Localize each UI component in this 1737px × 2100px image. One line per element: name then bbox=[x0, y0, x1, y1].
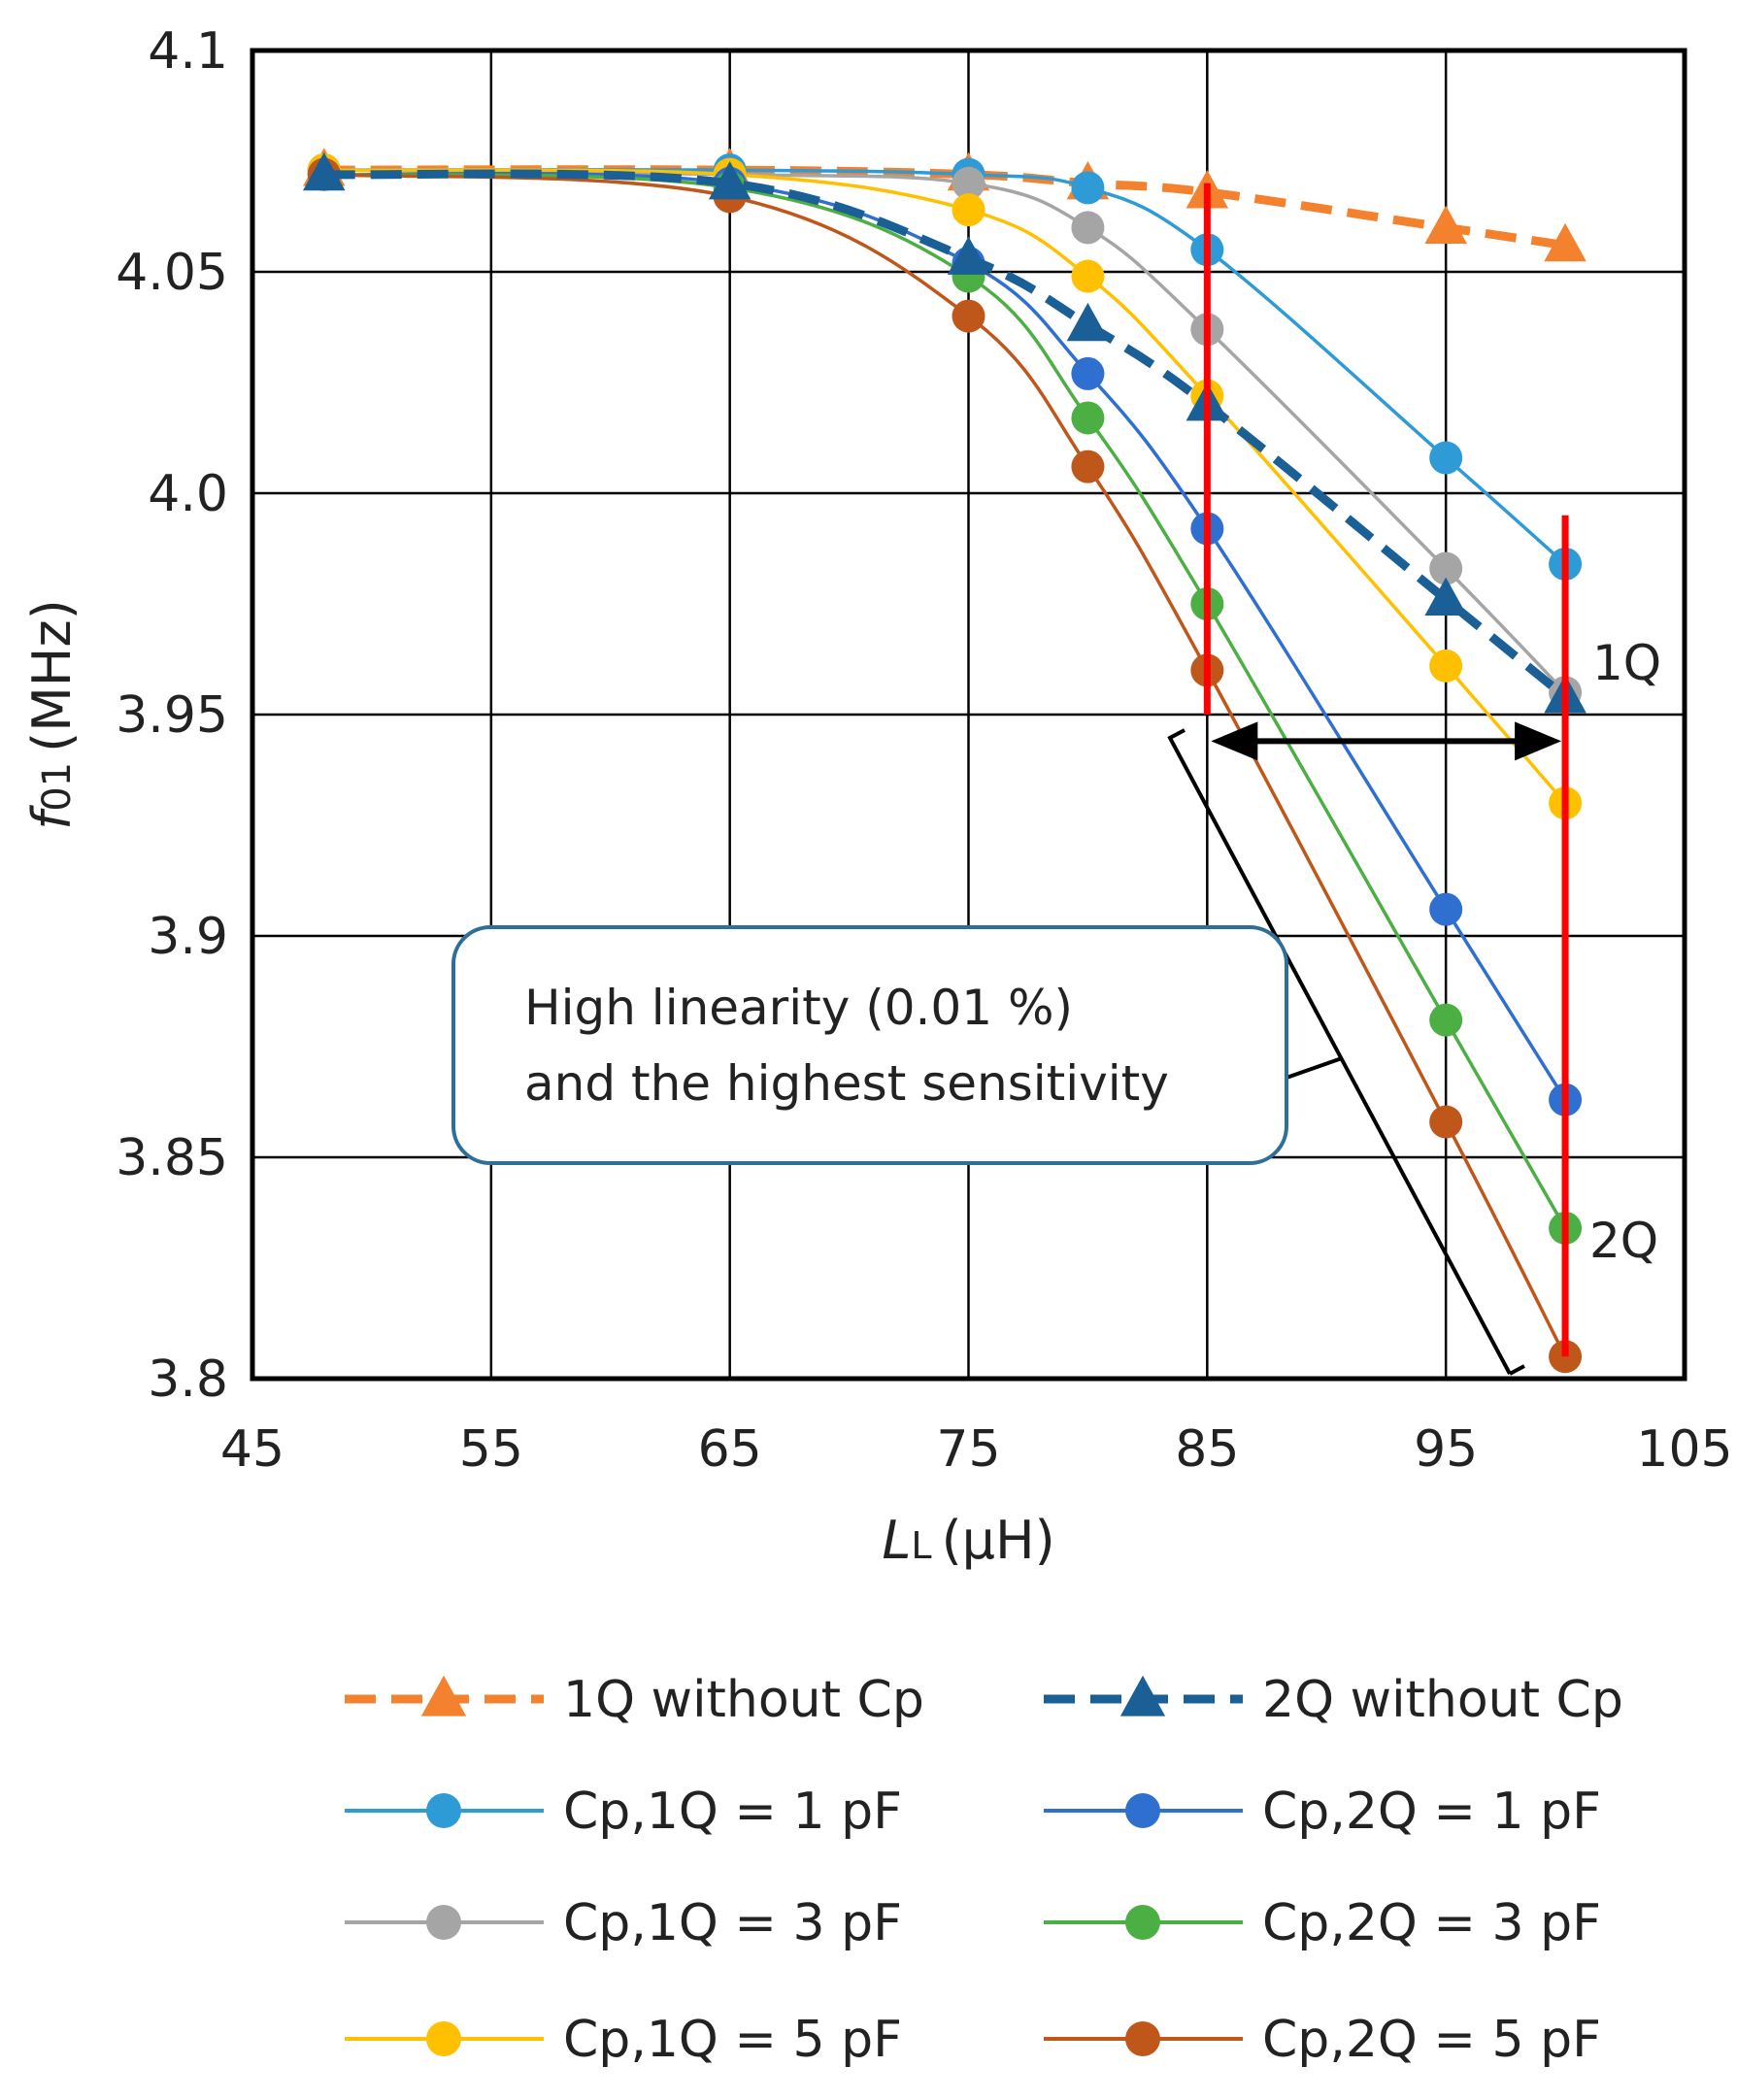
legend-item-cp-2q-1-pf: Cp,2Q = 1 pF bbox=[1044, 1783, 1601, 1841]
data-point-2q-without-cp bbox=[708, 160, 752, 200]
y-tick-label: 4.0 bbox=[148, 465, 228, 523]
legend-item-cp-1q-3-pf: Cp,1Q = 3 pF bbox=[345, 1894, 902, 1952]
data-point-cp-1q-3-pf bbox=[952, 166, 985, 200]
legend-marker bbox=[1119, 1675, 1166, 1717]
x-axis-title-unit: (μH) bbox=[942, 1510, 1055, 1571]
data-point-cp-1q-5-pf bbox=[952, 193, 985, 227]
data-point-cp-1q-3-pf bbox=[1429, 551, 1463, 585]
plot-frame bbox=[250, 48, 1687, 1382]
range-arrowhead-left bbox=[1211, 721, 1258, 761]
y-axis-title-unit: (MHz) bbox=[21, 599, 83, 752]
legend-label: Cp,1Q = 3 pF bbox=[563, 1894, 902, 1952]
label-1q: 1Q bbox=[1592, 635, 1661, 691]
series-line-cp-2q-5-pf bbox=[323, 172, 1567, 1357]
data-point-cp-1q-1-pf bbox=[1429, 441, 1463, 475]
series-cp-1q-5-pf bbox=[307, 153, 1583, 820]
x-tick-label: 75 bbox=[936, 1420, 1000, 1479]
x-tick-label: 45 bbox=[220, 1420, 284, 1479]
tick-labels: 45 55 65 75 85 95 105 3.8 3.85 3.9 3.95 4.0 4.05 4.1 bbox=[116, 22, 1732, 1479]
legend-item-1q-without-cp: 1Q without Cp bbox=[345, 1671, 924, 1729]
legend: 1Q without Cp 2Q without Cp Cp,1Q = 1 pF Cp… bbox=[345, 1671, 1623, 2069]
data-point-cp-1q-3-pf bbox=[1071, 211, 1105, 245]
x-axis-title-subscript: L bbox=[911, 1524, 931, 1567]
overlay-group bbox=[1203, 183, 1569, 1357]
y-tick-label: 3.8 bbox=[148, 1350, 228, 1409]
x-axis-title-symbol: L bbox=[882, 1510, 911, 1571]
callout-group: High linearity (0.01 %) and the highest s… bbox=[451, 728, 1525, 1376]
legend-marker bbox=[426, 1905, 461, 1940]
series-line-2q-without-cp bbox=[323, 169, 1568, 701]
y-tick-label: 3.9 bbox=[148, 908, 228, 966]
data-point-2q-without-cp bbox=[1424, 577, 1467, 616]
x-tick-label: 105 bbox=[1636, 1420, 1732, 1479]
data-point-cp-2q-1-pf bbox=[1071, 356, 1105, 390]
legend-marker bbox=[1125, 1793, 1160, 1828]
legend-label: Cp,1Q = 1 pF bbox=[563, 1783, 902, 1841]
legend-label: 1Q without Cp bbox=[563, 1671, 924, 1729]
legend-marker bbox=[420, 1675, 467, 1717]
data-point-cp-1q-5-pf bbox=[1429, 649, 1463, 683]
y-axis-title: f01(MHz) bbox=[21, 599, 83, 830]
callout-text-line2: and the highest sensitivity bbox=[524, 1055, 1169, 1112]
legend-marker bbox=[1125, 1905, 1160, 1940]
series-cp-2q-5-pf bbox=[307, 157, 1583, 1374]
data-point-cp-2q-5-pf bbox=[1429, 1105, 1463, 1139]
data-point-2q-without-cp bbox=[302, 151, 346, 191]
series-line-cp-1q-5-pf bbox=[323, 168, 1567, 805]
legend-marker bbox=[426, 2021, 461, 2056]
callout-leader bbox=[1286, 1056, 1343, 1080]
data-point-cp-2q-3-pf bbox=[1071, 401, 1105, 435]
series-2q-without-cp bbox=[302, 151, 1587, 714]
legend-label: Cp,2Q = 1 pF bbox=[1262, 1783, 1601, 1841]
legend-item-cp-2q-5-pf: Cp,2Q = 5 pF bbox=[1044, 2011, 1601, 2069]
legend-label: Cp,2Q = 3 pF bbox=[1262, 1894, 1601, 1952]
data-point-cp-2q-1-pf bbox=[1429, 892, 1463, 926]
legend-marker bbox=[1125, 2021, 1160, 2056]
legend-item-cp-1q-5-pf: Cp,1Q = 5 pF bbox=[345, 2011, 902, 2069]
x-axis-title: LL (μH) bbox=[882, 1510, 1054, 1571]
x-tick-label: 95 bbox=[1414, 1420, 1478, 1479]
legend-item-cp-1q-1-pf: Cp,1Q = 1 pF bbox=[345, 1783, 902, 1841]
data-point-cp-2q-5-pf bbox=[1071, 450, 1105, 483]
series-cp-1q-1-pf bbox=[307, 153, 1583, 581]
x-tick-label: 55 bbox=[459, 1420, 523, 1479]
label-2q: 2Q bbox=[1589, 1213, 1658, 1269]
range-arrowhead-right bbox=[1515, 721, 1562, 761]
data-point-2q-without-cp bbox=[1066, 302, 1110, 342]
series-group bbox=[302, 148, 1587, 1374]
callout-text-line1: High linearity (0.01 %) bbox=[524, 980, 1073, 1036]
x-tick-label: 65 bbox=[698, 1420, 762, 1479]
data-point-cp-2q-5-pf bbox=[952, 299, 985, 333]
legend-item-2q-without-cp: 2Q without Cp bbox=[1044, 1671, 1623, 1729]
y-tick-label: 4.1 bbox=[148, 22, 228, 81]
y-tick-label: 3.95 bbox=[116, 686, 228, 745]
series-cp-1q-3-pf bbox=[307, 153, 1583, 710]
legend-label: Cp,2Q = 5 pF bbox=[1262, 2011, 1601, 2069]
y-tick-label: 4.05 bbox=[116, 244, 228, 302]
callout-box bbox=[451, 925, 1288, 1165]
legend-label: 2Q without Cp bbox=[1262, 1671, 1623, 1729]
data-point-2q-without-cp bbox=[947, 236, 990, 275]
x-tick-label: 85 bbox=[1175, 1420, 1239, 1479]
y-axis-title-subscript: 01 bbox=[35, 762, 80, 812]
data-point-cp-2q-3-pf bbox=[1429, 1003, 1463, 1037]
data-point-1q-without-cp bbox=[1544, 222, 1587, 262]
legend-marker bbox=[426, 1793, 461, 1828]
legend-label: Cp,1Q = 5 pF bbox=[563, 2011, 902, 2069]
callout-bracket-end bbox=[1509, 1364, 1525, 1376]
legend-item-cp-2q-3-pf: Cp,2Q = 3 pF bbox=[1044, 1894, 1601, 1952]
data-point-cp-1q-1-pf bbox=[1071, 171, 1105, 205]
callout-bracket bbox=[1167, 728, 1512, 1375]
series-line-cp-1q-1-pf bbox=[323, 168, 1567, 566]
data-point-cp-1q-5-pf bbox=[1071, 259, 1105, 293]
data-point-1q-without-cp bbox=[1424, 205, 1467, 244]
y-tick-label: 3.85 bbox=[116, 1129, 228, 1187]
